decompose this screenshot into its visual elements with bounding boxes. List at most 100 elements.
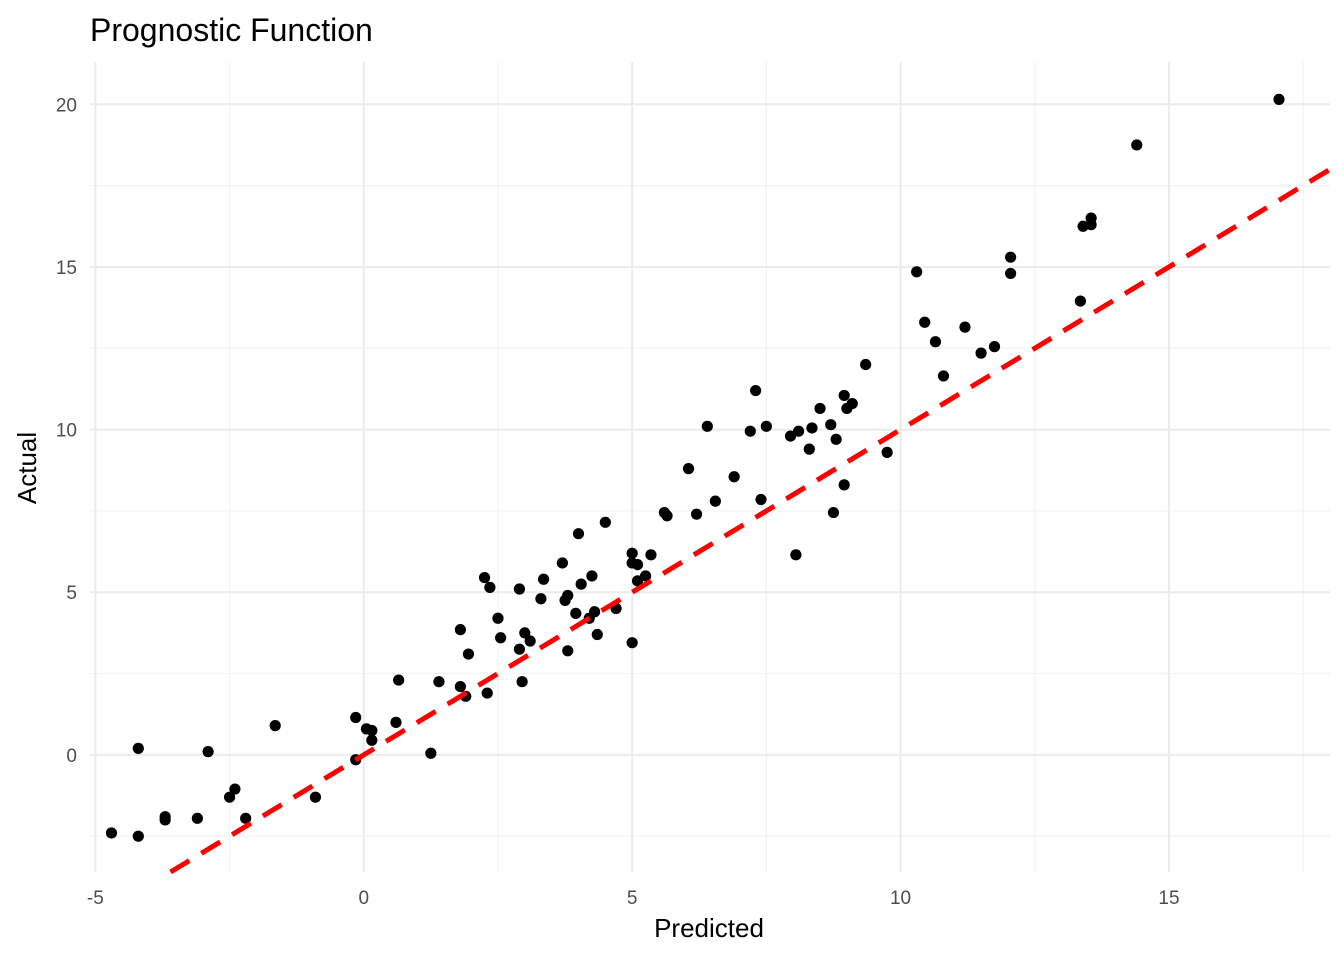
y-tick-label: 20: [56, 95, 77, 116]
data-point: [570, 607, 582, 619]
data-point: [827, 506, 840, 519]
data-point: [393, 674, 405, 686]
data-point: [631, 558, 644, 571]
data-point: [223, 791, 236, 803]
data-point: [626, 547, 638, 559]
y-tick-label: 0: [66, 746, 77, 767]
data-point: [631, 575, 644, 587]
data-point: [1005, 251, 1017, 263]
y-axis-ticks: 0 5 10 15 20: [56, 95, 77, 767]
data-point: [846, 397, 858, 410]
data-point: [645, 549, 657, 561]
data-point: [519, 627, 531, 639]
data-point: [860, 358, 872, 371]
data-point: [433, 676, 445, 688]
data-point: [516, 676, 528, 688]
x-axis-title: Predicted: [654, 913, 764, 943]
data-point: [105, 827, 118, 839]
data-point: [191, 812, 203, 824]
data-point: [481, 687, 493, 699]
reference-line: [169, 167, 1332, 875]
data-point: [639, 570, 652, 582]
data-point: [1074, 295, 1086, 307]
data-point: [911, 266, 923, 278]
data-point: [537, 573, 550, 585]
data-point: [535, 593, 547, 605]
data-point: [495, 632, 507, 644]
x-axis-ticks: -5 0 5 10 15: [87, 888, 1180, 909]
chart-title: Prognostic Function: [90, 12, 373, 48]
data-point: [366, 724, 378, 737]
data-point: [159, 814, 171, 826]
data-point: [524, 635, 536, 647]
data-point: [425, 747, 437, 759]
data-point: [132, 742, 144, 754]
data-point: [806, 422, 818, 434]
data-point: [792, 425, 805, 437]
data-point: [682, 463, 695, 475]
data-point: [513, 643, 526, 655]
data-point: [599, 516, 611, 528]
x-tick-label: -5: [87, 888, 104, 909]
data-point: [454, 680, 466, 693]
data-point: [690, 508, 703, 520]
data-point: [988, 341, 1001, 353]
data-point: [572, 528, 585, 540]
data-point: [562, 645, 574, 657]
data-point: [390, 716, 402, 728]
data-point: [366, 734, 378, 746]
data-point: [838, 479, 850, 491]
data-point: [562, 589, 574, 602]
data-point: [790, 549, 802, 561]
data-point: [814, 402, 826, 415]
data-point: [240, 812, 252, 824]
data-point: [784, 430, 797, 442]
data-point: [309, 791, 322, 803]
y-tick-label: 15: [56, 258, 77, 279]
x-tick-label: 0: [358, 888, 369, 909]
data-point: [830, 433, 842, 445]
data-point: [202, 746, 214, 758]
data-point: [556, 557, 568, 569]
data-point: [750, 384, 762, 397]
data-point: [350, 711, 362, 724]
data-point: [929, 336, 942, 348]
data-point: [229, 783, 241, 795]
data-point: [1005, 267, 1017, 280]
x-tick-label: 5: [627, 888, 638, 909]
data-point: [1131, 139, 1143, 151]
data-point: [478, 572, 491, 584]
data-point: [586, 570, 598, 582]
data-points: [105, 93, 1332, 875]
data-point: [1273, 93, 1285, 106]
data-point: [728, 471, 740, 483]
y-tick-label: 10: [56, 421, 77, 442]
data-point: [132, 830, 144, 842]
data-point: [937, 370, 950, 382]
data-point: [755, 493, 767, 506]
data-point: [838, 389, 850, 402]
data-point: [959, 321, 971, 333]
data-point: [492, 612, 504, 624]
data-point: [1085, 212, 1097, 224]
data-point: [591, 628, 603, 641]
data-point: [919, 316, 931, 328]
y-tick-label: 5: [66, 583, 77, 604]
data-point: [462, 648, 475, 660]
data-point: [588, 606, 601, 618]
data-point: [484, 581, 496, 593]
data-point: [744, 425, 756, 437]
data-point: [825, 419, 837, 431]
x-tick-label: 10: [890, 888, 911, 909]
data-point: [575, 578, 587, 590]
data-point: [701, 420, 713, 432]
data-point: [454, 624, 466, 636]
data-point: [760, 420, 772, 432]
data-point: [626, 637, 638, 649]
grid-lines: [90, 62, 1330, 872]
data-point: [881, 446, 893, 458]
x-tick-label: 15: [1158, 888, 1179, 909]
data-point: [513, 583, 526, 595]
y-axis-title: Actual: [12, 432, 42, 504]
